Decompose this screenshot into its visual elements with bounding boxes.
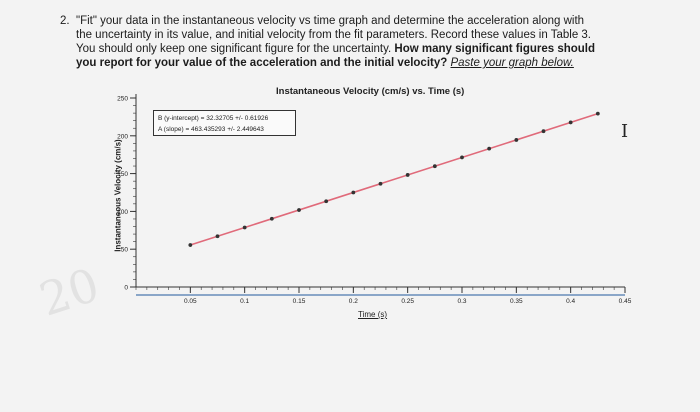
data-point	[269, 216, 274, 221]
question-line-4-bold: you report for your value of the acceler…	[76, 57, 448, 69]
question-line-3-plain: You should only keep one significant fig…	[76, 43, 392, 55]
data-point	[188, 243, 193, 247]
data-point	[242, 225, 247, 230]
y-tick-label: 200	[117, 133, 128, 140]
data-point	[297, 208, 301, 212]
x-tick-label: 0.35	[510, 298, 523, 305]
x-tick-label: 0.05	[184, 298, 197, 305]
x-tick-label: 0.45	[619, 298, 632, 305]
question-line-3: You should only keep one significant fig…	[76, 42, 686, 56]
x-tick-label: 0.2	[349, 298, 358, 305]
x-axis-label: Time (s)	[358, 310, 388, 319]
data-point	[541, 129, 546, 134]
x-tick-label: 0.4	[566, 298, 575, 305]
question-line-4: you report for your value of the acceler…	[76, 56, 686, 70]
y-tick-label: 100	[117, 209, 128, 216]
y-tick-label: 150	[117, 171, 128, 178]
x-tick-label: 0.3	[457, 298, 466, 305]
fit-slope-text: A (slope) = 463.435293 +/- 2.449643	[158, 126, 264, 133]
fit-intercept-text: B (y-intercept) = 32.32705 +/- 0.61926	[158, 115, 269, 122]
data-point	[378, 181, 383, 186]
data-point	[514, 138, 519, 142]
text-cursor-icon: I	[621, 121, 629, 142]
question-number: 2.	[60, 15, 70, 27]
fit-parameters-box: B (y-intercept) = 32.32705 +/- 0.61926 A…	[153, 110, 296, 136]
fit-line	[190, 112, 599, 246]
question-line-3-bold: How many significant figures should	[394, 43, 596, 55]
question-line-1: "Fit" your data in the instantaneous vel…	[76, 15, 585, 27]
question-text: 2. "Fit" your data in the instantaneous …	[60, 14, 686, 70]
data-point	[324, 199, 329, 204]
x-tick-label: 0.15	[293, 298, 306, 305]
y-tick-label: 250	[117, 96, 128, 103]
data-point	[568, 120, 573, 125]
data-point	[487, 146, 492, 151]
data-point	[405, 173, 410, 177]
paste-graph-link[interactable]: Paste your graph below.	[450, 57, 574, 69]
y-tick-label: 0	[124, 285, 128, 292]
data-point	[595, 111, 600, 116]
chart-title: Instantaneous Velocity (cm/s) vs. Time (…	[276, 86, 465, 97]
data-point	[351, 190, 356, 195]
data-point	[432, 164, 437, 169]
x-tick-label: 0.1	[240, 298, 249, 305]
y-tick-label: 50	[121, 247, 129, 254]
question-line-2: the uncertainty in its value, and initia…	[76, 29, 591, 41]
x-tick-label: 0.25	[401, 298, 414, 305]
data-point	[460, 155, 464, 160]
data-point	[215, 234, 220, 239]
